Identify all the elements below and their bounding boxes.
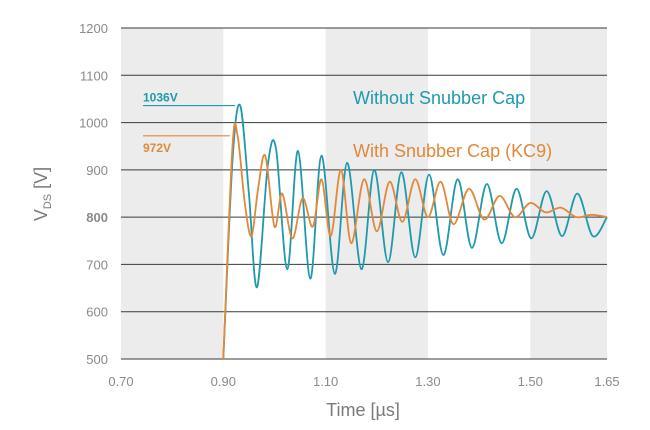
x-tick-0.90: 0.90: [211, 374, 236, 389]
y-tick-700: 700: [86, 257, 108, 272]
y-tick-1200: 1200: [79, 21, 108, 36]
shaded-band-1: [325, 28, 428, 359]
y-axis-title: VDS [V]: [31, 167, 54, 221]
shaded-band-0: [121, 28, 224, 359]
y-tick-500: 500: [86, 352, 108, 367]
y-tick-labels: 500 600 700 800 900 1000 1100 1200: [79, 21, 108, 367]
y-axis-title-unit: [V]: [31, 167, 51, 194]
y-tick-600: 600: [86, 305, 108, 320]
series-without-snubber-line: [222, 103, 608, 360]
series-lines: [222, 103, 608, 360]
shaded-bands: [121, 28, 607, 359]
x-tick-0.70: 0.70: [108, 374, 133, 389]
series-with-snubber-peak-label: 972V: [143, 141, 171, 155]
y-tick-900: 900: [86, 163, 108, 178]
series-with-snubber-legend-label: With Snubber Cap (KC9): [353, 141, 552, 161]
x-tick-1.10: 1.10: [313, 374, 338, 389]
y-tick-800: 800: [86, 210, 108, 225]
x-tick-1.30: 1.30: [415, 374, 440, 389]
shaded-band-2: [530, 28, 607, 359]
peak-annotations: 1036V 972V: [143, 91, 235, 155]
series-without-snubber-peak-label: 1036V: [143, 91, 178, 105]
y-tick-1000: 1000: [79, 116, 108, 131]
series-with-snubber-line: [222, 122, 608, 360]
y-axis-title-sub: DS: [42, 194, 54, 209]
y-axis-title-main: V: [31, 209, 51, 221]
x-tick-1.65: 1.65: [594, 374, 619, 389]
x-tick-labels: 0.70 0.90 1.10 1.30 1.50 1.65: [108, 374, 619, 389]
x-axis-title: Time [µs]: [326, 400, 400, 420]
x-tick-1.50: 1.50: [518, 374, 543, 389]
series-without-snubber-legend-label: Without Snubber Cap: [353, 88, 525, 108]
legend: Without Snubber Cap With Snubber Cap (KC9…: [353, 88, 552, 161]
y-tick-1100: 1100: [80, 68, 108, 83]
